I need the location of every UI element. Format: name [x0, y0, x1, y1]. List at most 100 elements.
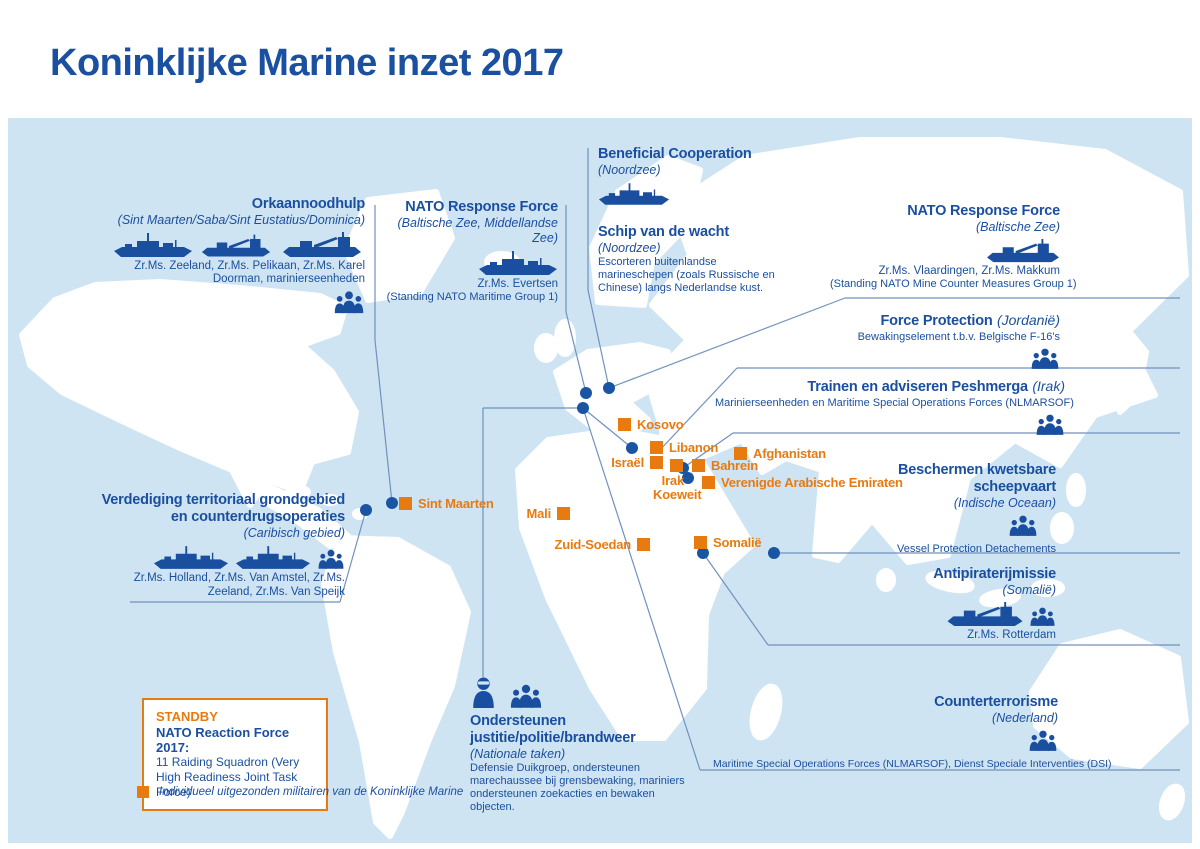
mission-units: Zr.Ms. Vlaardingen, Zr.Ms. Makkum: [878, 264, 1061, 277]
support-ship-icon: [201, 234, 271, 258]
mission-block-antipiraterij: Antipiraterijmissie (Somalië) Zr.Ms. Rot…: [906, 566, 1056, 642]
marker-koeweit-label: Koeweit: [653, 487, 702, 502]
mission-area: (Caribisch gebied): [243, 526, 345, 541]
mission-area: (Sint Maarten/Saba/Sint Eustatius/Domini…: [117, 213, 365, 228]
marker-zuid-soedan: Zuid-Soedan: [554, 537, 650, 552]
marker-kosovo: Kosovo: [618, 417, 684, 432]
japan-shape: [1111, 327, 1149, 415]
location-square-icon: [618, 418, 631, 431]
mission-desc: Maritime Special Operations Forces (NLMA…: [713, 757, 1112, 770]
mission-area: (Baltische Zee, Middellandse Zee): [397, 216, 559, 245]
map-dot-israel: [626, 442, 638, 454]
legend: Individueel uitgezonden militairen van d…: [137, 786, 463, 798]
standby-subtitle: NATO Reaction Force 2017:: [156, 725, 290, 755]
mission-units: Zr.Ms. Evertsen: [477, 277, 558, 290]
mission-area: (Noordzee): [598, 241, 661, 256]
frigate-ship-icon: [153, 545, 229, 570]
location-square-icon: [692, 459, 705, 472]
mission-block-verdediging: Verdediging territoriaal grondgebied en …: [95, 492, 346, 599]
mission-title: Beschermen kwetsbare scheepvaart: [898, 462, 1056, 496]
asia-shape: [645, 137, 1189, 565]
frigate-ship-icon: [235, 545, 311, 570]
location-square-icon: [650, 441, 663, 454]
marines-icon: [1029, 606, 1056, 627]
marines-icon: [1028, 729, 1058, 752]
australia-shape: [1029, 629, 1189, 769]
map-dot-somalia: [697, 547, 709, 559]
marker-vae: Verenigde Arabische Emiraten: [702, 475, 903, 490]
mission-group: (Standing NATO Maritime Group 1): [386, 291, 558, 304]
page-header: Koninklijke Marine inzet 2017: [0, 0, 1200, 118]
mission-desc: Marinierseenheden en Maritime Special Op…: [715, 396, 1074, 409]
mission-title: NATO Response Force: [907, 203, 1060, 219]
location-square-icon: [650, 456, 663, 469]
marker-irak-square: [670, 459, 683, 472]
frigate-ship-icon: [478, 250, 558, 276]
borneo-shape: [1050, 512, 1074, 544]
marker-israel: Israël: [611, 455, 663, 470]
standby-box: STANDBY NATO Reaction Force 2017: 11 Rai…: [142, 698, 328, 811]
mission-units: Zr.Ms. Zeeland, Zr.Ms. Pelikaan, Zr.Ms. …: [134, 259, 365, 286]
map-dot-caribbean: [360, 504, 372, 516]
support-ship-icon: [946, 602, 1024, 627]
mission-title: Beneficial Cooperation: [598, 146, 752, 162]
map-dot-northsea: [603, 382, 615, 394]
frigate-ship-icon: [113, 232, 193, 258]
mission-block-orkaannoodhulp: Orkaannoodhulp (Sint Maarten/Saba/Sint E…: [95, 196, 365, 320]
south-america-shape: [321, 535, 471, 839]
connector-lines-layer: [130, 148, 1180, 771]
mission-block-beneficial-cooperation: Beneficial Cooperation (Noordzee): [598, 146, 788, 208]
mission-title: Force Protection: [880, 313, 993, 329]
location-square-icon: [734, 447, 747, 460]
mission-title: NATO Response Force: [405, 199, 558, 215]
mission-area: (Nederland): [991, 711, 1058, 726]
location-square-icon: [399, 497, 412, 510]
mission-area: (Noordzee): [598, 163, 661, 178]
standby-body: 11 Raiding Squadron (Very High Readiness…: [156, 755, 300, 799]
marker-irak-label: Irak: [661, 473, 685, 488]
legend-square-icon: [137, 786, 149, 798]
mission-desc: Defensie Duikgroep, ondersteunen marecha…: [470, 761, 685, 813]
marker-bahrein: Bahrein: [692, 458, 758, 473]
mission-area: (Baltische Zee): [975, 220, 1060, 235]
mission-title: Counterterrorisme: [934, 694, 1058, 710]
scandinavia-shape: [589, 155, 703, 308]
frigate-ship-icon: [598, 182, 670, 206]
marines-icon: [1030, 347, 1060, 370]
greenland-shape: [343, 189, 455, 303]
marker-libanon: Libanon: [650, 440, 718, 455]
ireland-shape: [534, 333, 558, 363]
mission-desc: Vessel Protection Detachements: [897, 542, 1056, 555]
mission-block-nato-rf-med: NATO Response Force (Baltische Zee, Midd…: [387, 199, 559, 304]
indonesia-shape: [925, 570, 975, 594]
mission-block-counterterrorisme: Counterterrorisme (Nederland) Maritime S…: [713, 694, 1112, 770]
location-square-icon: [694, 536, 707, 549]
caribbean-islands-shape: [285, 485, 311, 499]
location-square-icon: [637, 538, 650, 551]
sri-lanka-shape: [876, 568, 896, 592]
marker-somalie: Somalië: [694, 535, 762, 550]
marines-icon: [1035, 413, 1065, 436]
marines-icon: [509, 683, 543, 709]
location-square-icon: [702, 476, 715, 489]
mission-title: Verdediging territoriaal grondgebied en …: [101, 492, 346, 526]
continents-layer: [19, 137, 1189, 839]
diver-icon: [470, 676, 497, 709]
mission-title: Trainen en adviseren Peshmerga: [807, 379, 1028, 395]
mission-units: Zr.Ms. Rotterdam: [967, 628, 1056, 641]
mission-area: (Jordanië): [996, 312, 1060, 328]
mission-block-nato-rf-baltic: NATO Response Force (Baltische Zee) Zr.M…: [830, 203, 1077, 291]
mission-block-force-protection: Force Protection (Jordanië) Bewakingsele…: [780, 312, 1060, 376]
mission-area: (Indische Oceaan): [953, 496, 1056, 511]
ship-row: [95, 232, 365, 258]
mission-area: (Somalië): [1002, 583, 1057, 598]
mission-area: (Nationale taken): [470, 747, 566, 762]
marker-mali: Mali: [527, 506, 570, 521]
marines-icon: [1008, 514, 1038, 537]
indonesia-shape: [1031, 579, 1065, 597]
map-dot-netherlands: [577, 402, 589, 414]
indonesia-shape: [979, 588, 1021, 608]
location-square-icon: [557, 507, 570, 520]
madagascar-shape: [749, 683, 783, 741]
